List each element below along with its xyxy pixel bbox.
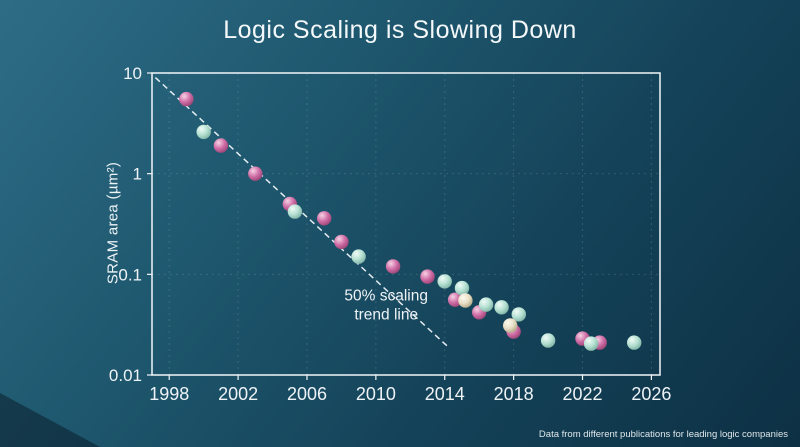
- data-point-cream: [503, 318, 518, 333]
- data-point-pink: [179, 91, 194, 107]
- x-tick-label: 1998: [149, 384, 189, 404]
- data-point-mint: [540, 333, 556, 348]
- data-point-pink: [447, 292, 463, 307]
- data-point-pink: [334, 234, 349, 250]
- data-point-cream: [458, 293, 473, 308]
- x-tick-label: 2002: [218, 384, 258, 404]
- data-point-pink: [213, 138, 229, 153]
- chart-title: Logic Scaling is Slowing Down: [223, 16, 577, 44]
- footnote: Data from different publications for lea…: [538, 429, 788, 440]
- y-tick-label: 0.1: [118, 265, 142, 284]
- x-tick-label: 2010: [356, 384, 396, 404]
- y-tick-label: 0.01: [109, 366, 142, 385]
- data-point-mint: [351, 249, 366, 264]
- data-point-mint: [583, 336, 599, 351]
- x-tick-label: 2014: [425, 384, 465, 404]
- data-point-mint: [196, 124, 211, 140]
- data-point-mint: [287, 204, 303, 219]
- data-point-mint: [627, 335, 642, 350]
- data-point-pink: [317, 211, 332, 226]
- data-point-pink: [420, 269, 435, 284]
- data-point-mint: [511, 307, 526, 322]
- y-tick-label: 1: [133, 165, 142, 184]
- trend-line: [154, 77, 449, 348]
- data-point-mint: [454, 280, 470, 296]
- data-point-pink: [248, 166, 263, 181]
- x-tick-label: 2026: [631, 384, 671, 404]
- data-point-mint: [437, 274, 452, 289]
- data-point-mint: [478, 297, 494, 312]
- data-point-pink: [385, 259, 401, 274]
- plot-border: [151, 72, 661, 376]
- x-tick-label: 2022: [562, 384, 602, 404]
- y-tick-label: 10: [123, 64, 142, 83]
- data-point-mint: [494, 300, 509, 315]
- x-tick-label: 2006: [287, 384, 327, 404]
- trend-line-annotation: 50% scaling trend line: [344, 287, 428, 323]
- x-tick-label: 2018: [494, 384, 534, 404]
